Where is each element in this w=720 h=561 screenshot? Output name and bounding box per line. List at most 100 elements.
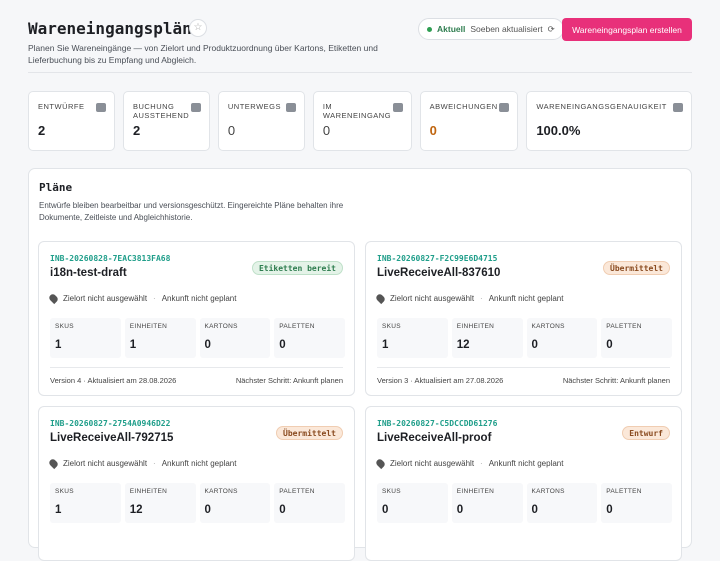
stat-card: BUCHUNG AUSSTEHEND 2 xyxy=(122,91,210,151)
metric-label: SKUS xyxy=(382,323,401,330)
stat-icon xyxy=(95,103,106,112)
separator: · xyxy=(153,294,156,303)
stat-label: BUCHUNG AUSSTEHEND xyxy=(132,102,190,120)
metric-label: SKUS xyxy=(55,323,74,330)
metric: SKUS 1 xyxy=(50,483,121,523)
pin-icon xyxy=(374,457,387,470)
version: Version 3 · Aktualisiert am 27.08.2026 xyxy=(377,376,504,385)
metric-label: PALETTEN xyxy=(279,488,315,495)
stat-icon xyxy=(673,103,683,112)
plan-name: LiveReceiveAll-792715 xyxy=(50,432,174,444)
metric-value: 0 xyxy=(279,504,286,516)
status-badge: Übermittelt xyxy=(603,261,670,275)
metric-value: 12 xyxy=(456,339,470,351)
metric-value: 0 xyxy=(456,504,464,516)
metric-value: 1 xyxy=(129,339,137,351)
arrival: Ankunft nicht geplant xyxy=(161,459,237,468)
next-step: Nächster Schritt: Ankunft planen xyxy=(235,376,343,385)
metric: EINHEITEN 12 xyxy=(451,318,523,358)
stat-icon xyxy=(499,103,510,112)
stat-card: UNTERWEGS 0 xyxy=(217,91,305,151)
plan-id: INB-20260827-C5DCCDD61276 xyxy=(377,419,498,428)
status-badge: Entwurf xyxy=(622,426,670,440)
stats-row: ENTWÜRFE 2 BUCHUNG AUSSTEHEND 2 UNTERWEGS 0 IM… xyxy=(28,91,692,151)
metric-value: 0 xyxy=(279,339,286,351)
metric: SKUS 1 xyxy=(50,318,121,358)
metric-value: 12 xyxy=(129,504,143,516)
header: Wareneingangspläne ☆ Planen Sie Warenein… xyxy=(28,16,692,73)
arrival: Ankunft nicht geplant xyxy=(488,459,564,468)
plans-panel: Pläne Entwürfe bleiben bearbeitbar und v… xyxy=(28,168,692,561)
plan-card[interactable]: INB-20260827-2754A0946D22 LiveReceiveAll-… xyxy=(38,406,355,561)
plan-card[interactable]: INB-20260828-7EAC3813FA68 i18n-test-draft… xyxy=(38,241,355,396)
stat-label: IM WARENEINGANG xyxy=(322,102,392,120)
metric-label: SKUS xyxy=(382,488,401,495)
version: Version 4 · Aktualisiert am 28.08.2026 xyxy=(50,376,177,385)
metrics: SKUS 1 EINHEITEN 12 KARTONS 0 PALETTEN 0 xyxy=(377,318,672,358)
destination: Zielort nicht ausgewählt xyxy=(63,459,148,468)
create-button[interactable]: Wareneingangsplan erstellen xyxy=(562,18,692,41)
stat-card: IM WARENEINGANG 0 xyxy=(312,91,412,151)
plan-id: INB-20260827-2754A0946D22 xyxy=(50,419,171,428)
separator: · xyxy=(480,459,483,468)
stat-card: WARENEINGANGSGENAUIGKEIT 100.0% xyxy=(526,91,692,151)
plan-name: LiveReceiveAll-837610 xyxy=(377,267,501,279)
metrics: SKUS 0 EINHEITEN 0 KARTONS 0 PALETTEN 0 xyxy=(377,483,672,523)
metric-value: 0 xyxy=(531,504,538,516)
stat-card: ENTWÜRFE 2 xyxy=(28,91,115,151)
status-badge: Etiketten bereit xyxy=(251,261,343,275)
metric: SKUS 0 xyxy=(377,483,448,523)
metrics: SKUS 1 EINHEITEN 1 KARTONS 0 PALETTEN 0 xyxy=(50,318,345,358)
status: Aktuell xyxy=(437,24,466,34)
plan-id: INB-20260827-F2C99E6D4715 xyxy=(377,254,498,263)
metric-label: KARTONS xyxy=(204,323,238,330)
stat-value: 2 xyxy=(38,123,46,138)
metric-value: 0 xyxy=(204,504,211,516)
section-description: Entwürfe bleiben bearbeitbar und version… xyxy=(39,201,344,222)
stat-label: WARENEINGANGSGENAUIGKEIT xyxy=(536,102,667,111)
card-footer: Version 4 · Aktualisiert am 28.08.2026 Nä… xyxy=(50,367,343,385)
metric-value: 1 xyxy=(55,504,62,516)
destination: Zielort nicht ausgewählt xyxy=(390,459,475,468)
metric-label: PALETTEN xyxy=(279,323,315,330)
stat-label: UNTERWEGS xyxy=(227,102,281,111)
stat-card: ABWEICHUNGEN 0 xyxy=(419,91,519,151)
pin-icon xyxy=(374,292,387,305)
arrival: Ankunft nicht geplant xyxy=(488,294,564,303)
metric-label: KARTONS xyxy=(204,488,238,495)
metric-value: 1 xyxy=(382,339,389,351)
metric-value: 0 xyxy=(382,504,389,516)
plan-card[interactable]: INB-20260827-F2C99E6D4715 LiveReceiveAll-… xyxy=(365,241,682,396)
metric: EINHEITEN 12 xyxy=(124,483,196,523)
page: Wareneingangspläne {"header":{"title":"W… xyxy=(28,16,692,561)
stat-value: 0 xyxy=(322,123,331,138)
section-title: Pläne xyxy=(39,181,73,194)
metric-value: 0 xyxy=(531,339,538,351)
stat-value: 2 xyxy=(132,123,141,138)
metric: KARTONS 0 xyxy=(199,483,271,523)
metric-value: 0 xyxy=(606,339,613,351)
plan-name: i18n-test-draft xyxy=(50,267,127,279)
pin-icon xyxy=(47,292,60,305)
metric: KARTONS 0 xyxy=(526,483,598,523)
metric-label: EINHEITEN xyxy=(129,323,168,330)
metric: PALETTEN 0 xyxy=(601,483,672,523)
stat-label: ENTWÜRFE xyxy=(38,102,85,111)
refresh-icon[interactable]: ⟳ xyxy=(547,23,555,34)
metric: SKUS 1 xyxy=(377,318,448,358)
location-row: Zielort nicht ausgewählt · Ankunft nicht g… xyxy=(374,292,564,305)
metric-value: 0 xyxy=(606,504,613,516)
body: Wareneingangspläne ☆ Planen Sie Warenein… xyxy=(28,16,692,561)
metrics: SKUS 1 EINHEITEN 12 KARTONS 0 PALETTEN 0 xyxy=(50,483,345,523)
page-description: Planen Sie Wareneingänge — von Zielort u… xyxy=(28,43,378,65)
separator: · xyxy=(480,294,483,303)
status-badge: Übermittelt xyxy=(276,426,343,440)
stat-value: 100.0% xyxy=(536,123,581,138)
status-detail: Soeben aktualisiert xyxy=(470,24,543,34)
favorite-button[interactable]: ☆ xyxy=(189,19,207,37)
stat-value: 0 xyxy=(429,123,437,138)
stat-icon xyxy=(392,103,403,112)
metric: PALETTEN 0 xyxy=(274,318,345,358)
destination: Zielort nicht ausgewählt xyxy=(390,294,475,303)
plan-card[interactable]: INB-20260827-C5DCCDD61276 LiveReceiveAll-… xyxy=(365,406,682,561)
